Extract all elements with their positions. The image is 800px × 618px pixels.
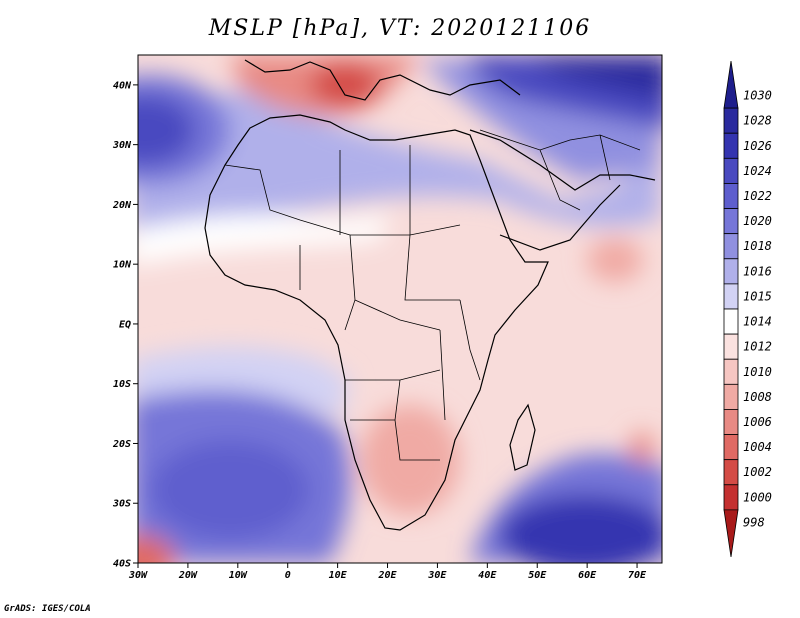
colorbar-label: 1018 bbox=[743, 239, 772, 253]
colorbar-swatch bbox=[723, 107, 739, 134]
map-title: MSLP [hPa], VT: 2020121106 bbox=[208, 16, 592, 41]
arabia-coastline bbox=[469, 129, 656, 251]
lon-tick-label: 60E bbox=[578, 570, 597, 581]
indian-ocean-small-low bbox=[630, 432, 654, 464]
lat-tick-label: 40S bbox=[113, 559, 131, 570]
colorbar-swatch bbox=[723, 308, 739, 335]
lon-tick-label: 20E bbox=[377, 570, 397, 581]
colorbar-label: 1024 bbox=[743, 164, 772, 178]
colorbar-swatch bbox=[723, 484, 739, 511]
colorbar-swatch bbox=[723, 258, 739, 285]
colorbar-label: 998 bbox=[743, 515, 765, 529]
colorbar-label: 1002 bbox=[743, 465, 772, 479]
colorbar: 1030 1028 1026 1024 1022 1020 1018 1016 1015 1014… bbox=[723, 60, 772, 558]
colorbar-swatch bbox=[723, 434, 739, 461]
lat-tick-label: 20N bbox=[112, 200, 132, 211]
colorbar-label: 1028 bbox=[743, 114, 772, 128]
colorbar-swatch bbox=[723, 509, 739, 558]
middle-east-borders bbox=[479, 129, 641, 211]
south-indian-high-core bbox=[500, 495, 662, 563]
colorbar-label: 1008 bbox=[743, 390, 772, 404]
colorbar-label: 1000 bbox=[743, 490, 772, 504]
lon-tick-label: 20W bbox=[178, 570, 198, 581]
pressure-field bbox=[138, 55, 662, 563]
credit-text: GrADS: IGES/COLA bbox=[4, 604, 91, 614]
colorbar-label: 1014 bbox=[743, 315, 772, 329]
colorbar-label: 1015 bbox=[743, 289, 772, 303]
europe-coastline bbox=[244, 59, 521, 101]
lat-tick-label: 30S bbox=[112, 499, 131, 510]
lat-tick-label: 10S bbox=[113, 379, 131, 390]
map-frame bbox=[137, 54, 663, 564]
lon-tick-label: 30W bbox=[128, 570, 148, 581]
colorbar-label: 1020 bbox=[743, 214, 772, 228]
colorbar-label: 1006 bbox=[743, 415, 772, 429]
colorbar-swatch bbox=[723, 60, 739, 109]
lon-tick-label: 10W bbox=[229, 570, 248, 581]
madagascar-coastline bbox=[509, 403, 536, 471]
colorbar-swatch bbox=[723, 233, 739, 260]
colorbar-swatch bbox=[723, 283, 739, 310]
colorbar-label: 1012 bbox=[743, 340, 772, 354]
lat-tick-label: 20S bbox=[112, 439, 131, 450]
colorbar-swatch bbox=[723, 132, 739, 159]
lon-tick-label: 40E bbox=[478, 570, 497, 581]
lon-tick-label: 30E bbox=[427, 570, 447, 581]
colorbar-swatch bbox=[723, 208, 739, 235]
africa-coastline bbox=[204, 114, 549, 531]
neutral-band-south bbox=[138, 346, 350, 420]
south-atlantic-high-core bbox=[150, 440, 310, 540]
colorbar-swatch bbox=[723, 157, 739, 184]
azores-high-core bbox=[138, 95, 195, 165]
colorbar-swatch bbox=[723, 183, 739, 209]
colorbar-label: 1016 bbox=[743, 264, 772, 278]
arabian-sea-low bbox=[587, 238, 643, 282]
asian-high-core bbox=[530, 55, 662, 99]
colorbar-swatch bbox=[723, 333, 739, 360]
colorbar-swatch bbox=[723, 409, 739, 435]
colorbar-label: 1022 bbox=[743, 189, 772, 203]
lon-tick-label: 70E bbox=[628, 570, 647, 581]
colorbar-swatch bbox=[723, 358, 739, 385]
country-borders bbox=[224, 145, 481, 461]
colorbar-swatch bbox=[723, 459, 739, 486]
mediterranean-low-core bbox=[310, 63, 380, 107]
lat-tick-label: 30N bbox=[112, 140, 132, 151]
colorbar-label: 1004 bbox=[743, 440, 772, 454]
colorbar-swatch bbox=[723, 383, 739, 410]
lon-tick-label: 10E bbox=[329, 570, 348, 581]
colorbar-label: 1026 bbox=[743, 139, 772, 153]
lat-tick-label: EQ bbox=[119, 319, 131, 330]
southwest-corner-low bbox=[138, 535, 175, 563]
lon-tick-label: 50E bbox=[528, 570, 547, 581]
lat-tick-label: 40N bbox=[113, 80, 132, 91]
lon-tick-label: 0 bbox=[285, 570, 291, 581]
colorbar-label: 1010 bbox=[743, 365, 772, 379]
neutral-band-north bbox=[138, 214, 390, 265]
colorbar-label: 1030 bbox=[743, 89, 772, 103]
lat-tick-label: 10N bbox=[113, 260, 132, 271]
pressure-zones bbox=[138, 55, 662, 563]
